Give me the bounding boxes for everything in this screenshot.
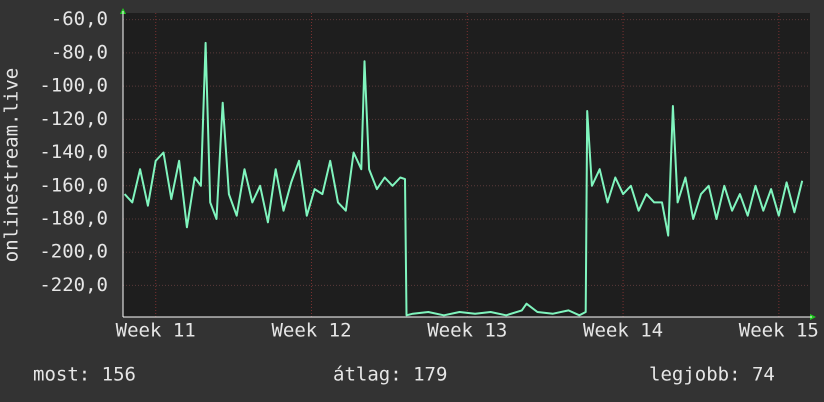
x-tick-label: Week 13 <box>427 320 507 342</box>
x-tick-label: Week 15 <box>739 320 819 342</box>
x-tick-label: Week 14 <box>583 320 663 342</box>
stat-average: átlag: 179 <box>333 364 447 386</box>
stat-current: most: 156 <box>33 364 136 386</box>
x-tick-label: Week 12 <box>271 320 351 342</box>
y-tick-label: -80,0 <box>51 41 108 63</box>
y-tick-label: -180,0 <box>39 207 108 229</box>
plot-area <box>123 13 810 317</box>
y-tick-label: -160,0 <box>39 174 108 196</box>
stat-best: legjobb: 74 <box>649 364 775 386</box>
axis-arrow <box>810 314 816 320</box>
y-axis-label: onlinestream.live <box>1 68 23 262</box>
y-tick-label: -140,0 <box>39 141 108 163</box>
y-tick-label: -120,0 <box>39 108 108 130</box>
y-tick-label: -200,0 <box>39 241 108 263</box>
y-tick-label: -220,0 <box>39 274 108 296</box>
y-tick-label: -100,0 <box>39 75 108 97</box>
x-tick-label: Week 11 <box>116 320 196 342</box>
data-line <box>123 41 804 317</box>
y-tick-label: -60,0 <box>51 8 108 30</box>
